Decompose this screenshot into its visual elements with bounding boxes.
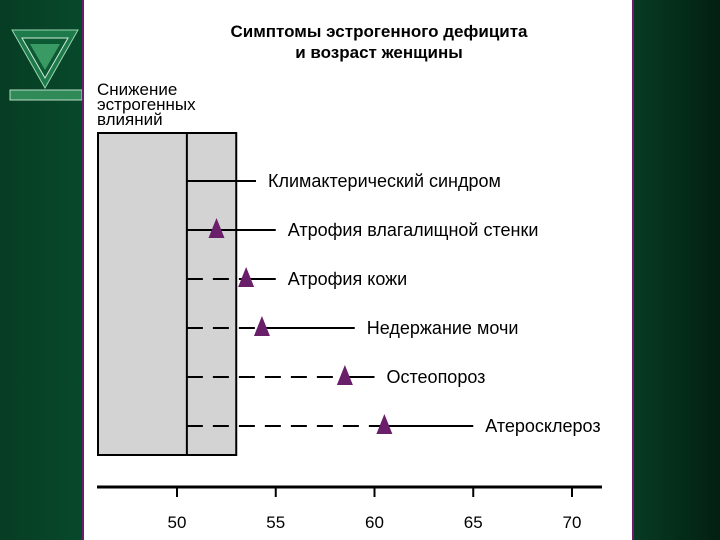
x-axis-ticks: 50 55 60 65 70 [168, 487, 582, 532]
symptom-row: Недержание мочи [186, 316, 519, 338]
chart-title-line-2: и возраст женщины [295, 43, 463, 62]
x-tick-label: 55 [266, 513, 285, 532]
x-tick-label: 70 [563, 513, 582, 532]
onset-marker-icon [253, 316, 270, 336]
symptom-row: Атеросклероз [186, 414, 601, 436]
onset-marker-icon [208, 218, 225, 238]
x-tick-label: 65 [464, 513, 483, 532]
symptom-row: Атрофия влагалищной стенки [186, 218, 539, 240]
estrogen-decline-bar [97, 132, 238, 456]
onset-marker-icon [336, 365, 353, 385]
x-tick-label: 60 [365, 513, 384, 532]
onset-marker-icon [376, 414, 393, 434]
symptom-timeline-chart: Симптомы эстрогенного дефицита и возраст… [97, 22, 602, 532]
y-label-line-2: эстрогенных [97, 95, 196, 114]
y-label-line-3: влияний [97, 110, 163, 129]
symptom-label: Остеопороз [387, 367, 486, 387]
symptom-row: Атрофия кожи [186, 267, 407, 289]
symptom-label: Климактерический синдром [268, 171, 501, 191]
symptom-row: Остеопороз [186, 365, 486, 387]
y-label-line-1: Снижение [97, 80, 177, 99]
symptom-label: Атрофия кожи [288, 269, 407, 289]
symptom-label: Атрофия влагалищной стенки [288, 220, 539, 240]
chart-title-line-1: Симптомы эстрогенного дефицита [230, 22, 528, 41]
onset-marker-icon [238, 267, 255, 287]
symptom-row: Климактерический синдром [186, 171, 501, 191]
corner-ornament-icon [9, 29, 83, 101]
symptom-label: Атеросклероз [485, 416, 600, 436]
symptom-rows: Климактерический синдром Атрофия влагалищ… [186, 171, 601, 436]
x-tick-label: 50 [168, 513, 187, 532]
symptom-label: Недержание мочи [367, 318, 519, 338]
